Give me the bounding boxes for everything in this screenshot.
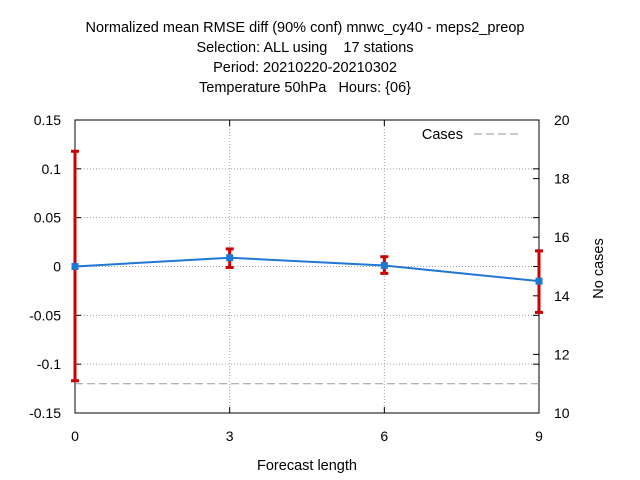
data-point [71, 263, 79, 270]
x-tick-label: 9 [535, 428, 543, 444]
y2-tick-label: 16 [554, 229, 570, 245]
x-tick-label: 0 [71, 428, 79, 444]
data-point [226, 254, 234, 262]
data-point [535, 277, 543, 285]
y2-tick-label: 20 [554, 112, 570, 128]
title-line-2: Selection: ALL using 17 stations [196, 40, 414, 56]
x-tick-label: 6 [380, 428, 388, 444]
y-tick-label: 0.05 [34, 210, 61, 226]
legend-label-cases: Cases [422, 127, 463, 143]
y-tick-label: -0.1 [37, 356, 61, 372]
rmse-diff-series-line [74, 256, 540, 283]
y2-tick-label: 10 [554, 405, 570, 421]
y-tick-label: 0.15 [34, 112, 61, 128]
chart-title: Normalized mean RMSE diff (90% conf) mnw… [0, 18, 610, 98]
x-tick-label: 3 [226, 428, 234, 444]
y-tick-label: -0.15 [29, 405, 61, 421]
y-tick-label: 0.1 [42, 161, 62, 177]
y2-axis-label: No cases [591, 238, 607, 298]
title-line-1: Normalized mean RMSE diff (90% conf) mnw… [85, 20, 525, 36]
x-axis-label: Forecast length [257, 458, 357, 474]
y2-tick-label: 14 [554, 288, 570, 304]
y2-tick-label: 18 [554, 171, 570, 187]
y-tick-label: -0.05 [29, 307, 61, 323]
data-point [380, 262, 388, 270]
title-line-4: Temperature 50hPa Hours: {06} [199, 80, 411, 96]
y2-tick-label: 12 [554, 346, 570, 362]
title-line-3: Period: 20210220-20210302 [213, 60, 397, 76]
y-tick-label: 0 [53, 259, 61, 275]
